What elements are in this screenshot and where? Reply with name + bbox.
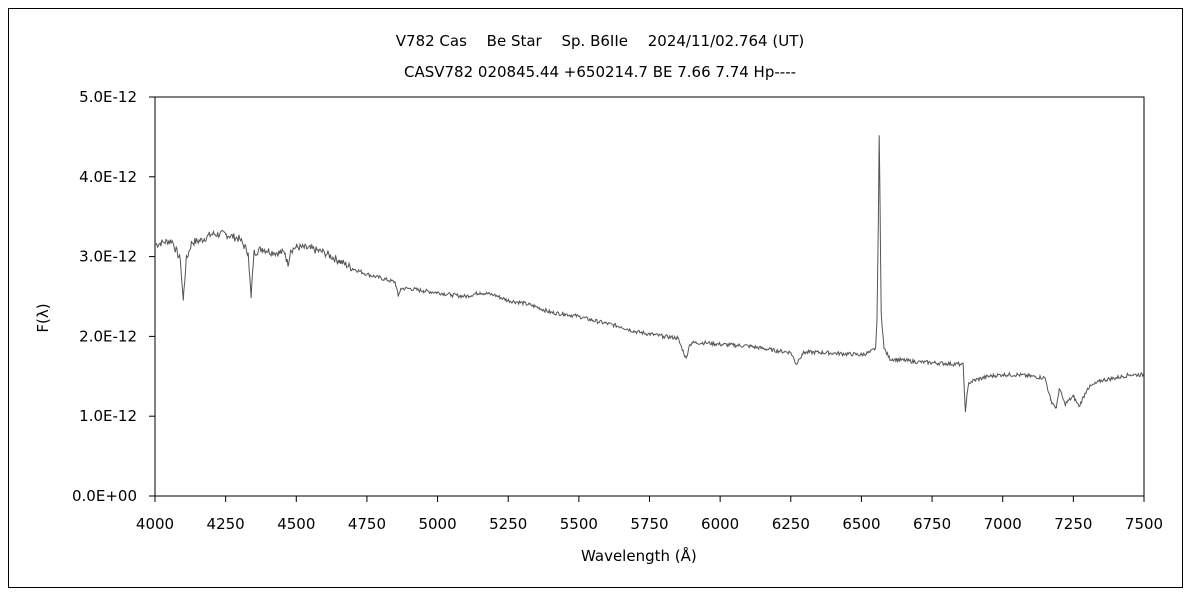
x-tick-label: 6750 bbox=[913, 515, 951, 533]
x-tick-label: 7000 bbox=[984, 515, 1022, 533]
y-tick-label: 0.0E+00 bbox=[72, 487, 137, 505]
chart-subtitle: CASV782 020845.44 +650214.7 BE 7.66 7.74… bbox=[403, 63, 797, 81]
x-tick-label: 5250 bbox=[489, 515, 527, 533]
plot-area bbox=[154, 96, 1145, 497]
chart-frame bbox=[8, 8, 1183, 588]
y-axis-label: F(λ) bbox=[34, 303, 52, 332]
x-tick-label: 5500 bbox=[560, 515, 598, 533]
y-tick-label: 1.0E-12 bbox=[79, 407, 137, 425]
x-tick-label: 5000 bbox=[418, 515, 456, 533]
x-tick-label: 4000 bbox=[136, 515, 174, 533]
x-tick-label: 7500 bbox=[1125, 515, 1163, 533]
x-tick-label: 6000 bbox=[701, 515, 739, 533]
y-axis: 0.0E+00 1.0E-12 2.0E-12 3.0E-12 4.0E-12 5.0E-… bbox=[72, 88, 155, 505]
x-tick-label: 6500 bbox=[842, 515, 880, 533]
y-tick-label: 2.0E-12 bbox=[79, 327, 137, 345]
spectrum-line bbox=[154, 135, 1145, 413]
x-axis: 4000 4250 4500 4750 5000 5250 5500 5750 6000 6250… bbox=[136, 496, 1163, 533]
y-tick-label: 3.0E-12 bbox=[79, 248, 137, 266]
x-tick-label: 4750 bbox=[348, 515, 386, 533]
x-tick-label: 5750 bbox=[630, 515, 668, 533]
x-tick-label: 4250 bbox=[207, 515, 245, 533]
x-axis-label: Wavelength (Å) bbox=[581, 546, 697, 565]
y-tick-label: 4.0E-12 bbox=[79, 168, 137, 186]
x-tick-label: 6250 bbox=[772, 515, 810, 533]
y-tick-label: 5.0E-12 bbox=[79, 88, 137, 106]
x-tick-label: 7250 bbox=[1054, 515, 1092, 533]
x-tick-label: 4500 bbox=[277, 515, 315, 533]
chart-title: V782 Cas Be Star Sp. B6IIe 2024/11/02.76… bbox=[395, 32, 805, 50]
